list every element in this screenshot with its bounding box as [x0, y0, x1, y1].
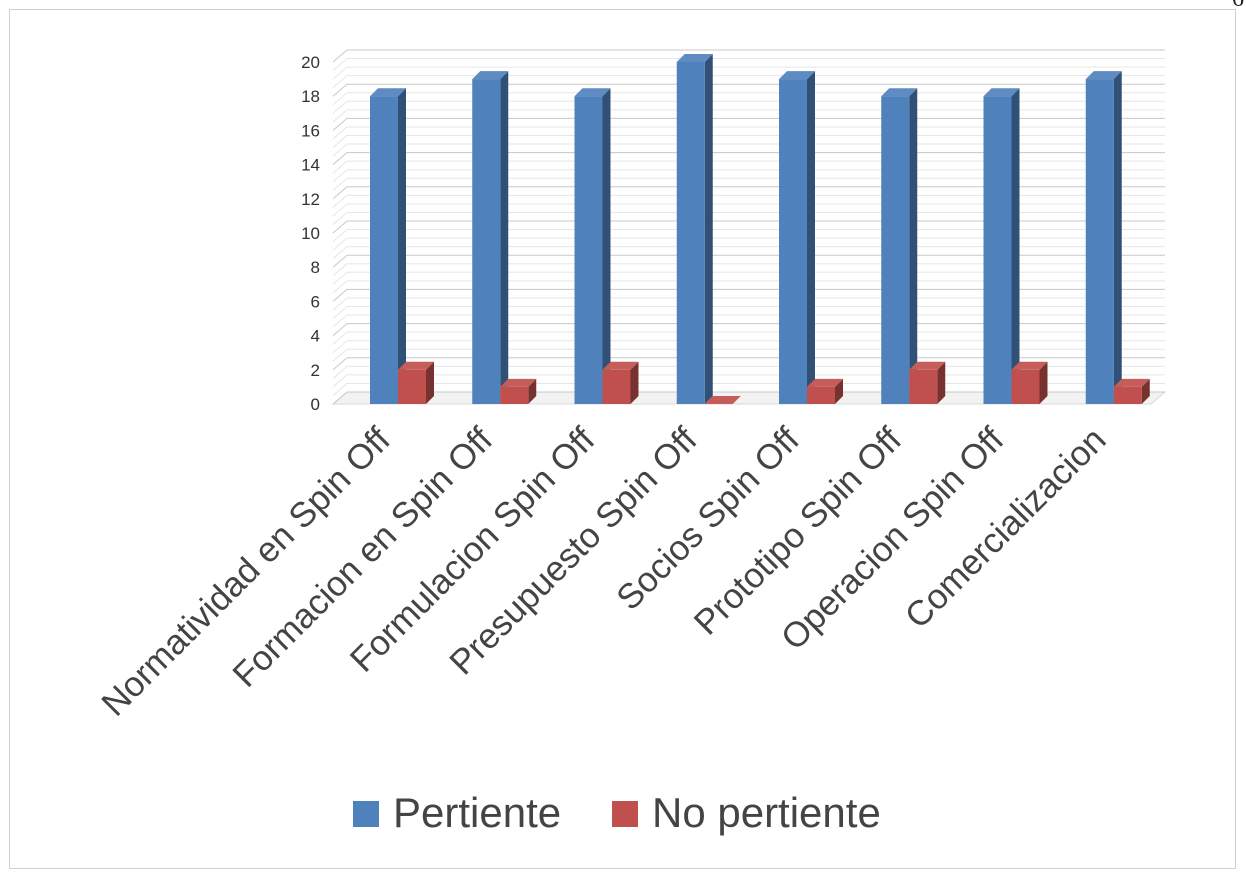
bar-pertiente: [370, 88, 406, 404]
bar-no-pertiente: [500, 378, 537, 404]
x-category-label: Socios Spin Off: [609, 420, 807, 618]
bar-pertiente: [881, 88, 918, 404]
bar-front: [807, 386, 835, 404]
bar-side: [500, 71, 509, 404]
bar-top: [500, 378, 537, 387]
bar-top: [370, 88, 406, 97]
bar-top: [1085, 71, 1122, 80]
bar-pertiente: [1085, 71, 1122, 404]
legend-item: No pertiente: [612, 789, 881, 836]
legend-swatch: [612, 801, 638, 827]
bar-front: [1085, 79, 1114, 404]
y-tick-label: 4: [311, 327, 320, 346]
bar-side: [528, 378, 537, 404]
bar-no-pertiente: [602, 361, 639, 404]
gridline-minor: [332, 75, 1165, 89]
bar-side: [630, 361, 639, 404]
y-axis-ticks: 0 2 4 6 8 10 12 14 16 18 20: [301, 53, 320, 414]
bar-top: [909, 361, 946, 370]
bar-front: [881, 96, 910, 404]
bar-front: [1011, 369, 1040, 404]
bar-front: [574, 96, 603, 404]
bar-no-pertiente: [807, 378, 843, 404]
bar-top: [881, 88, 918, 97]
bar-top: [1113, 378, 1150, 387]
bar-front: [370, 96, 398, 404]
bar-top: [983, 88, 1020, 97]
bar-side: [1039, 361, 1048, 404]
bar-top: [1011, 361, 1048, 370]
bar-side: [1011, 88, 1020, 404]
grid-layer: [331, 49, 1167, 405]
y-tick-label: 10: [301, 224, 320, 243]
bar-no-pertiente: [909, 361, 946, 404]
bar-front: [1113, 386, 1142, 404]
chart-frame: 0 2 4 6 8 10 12 14 16 18 20 Normatividad en Spin O…: [9, 9, 1236, 869]
y-tick-label: 8: [311, 258, 320, 277]
bar-front: [398, 369, 426, 404]
bar-side: [909, 88, 918, 404]
bar-pertiente: [779, 71, 815, 404]
bar-side: [426, 361, 434, 404]
bar-front: [779, 79, 807, 404]
y-tick-label: 0: [311, 395, 320, 414]
bar-front: [602, 369, 631, 404]
y-tick-label: 12: [301, 190, 320, 209]
bar-side: [398, 88, 406, 404]
bar-side: [704, 54, 713, 404]
y-tick-label: 18: [301, 87, 320, 106]
bar-pertiente: [983, 88, 1020, 404]
bar-no-pertiente: [704, 396, 741, 404]
legend: Pertiente No pertiente: [353, 789, 881, 836]
legend-label: Pertiente: [393, 789, 561, 836]
legend-item: Pertiente: [353, 789, 561, 836]
bar-side: [807, 71, 815, 404]
y-tick-label: 2: [311, 361, 320, 380]
bar-top: [472, 71, 509, 80]
bar-side: [1141, 378, 1150, 404]
bar-top: [807, 378, 843, 387]
bar-pertiente: [574, 88, 611, 404]
bar-front: [500, 386, 529, 404]
legend-swatch: [353, 801, 379, 827]
bar-side: [602, 88, 611, 404]
bar-no-pertiente: [1113, 378, 1150, 404]
gridline-minor: [332, 58, 1165, 71]
bars-layer: [370, 54, 1150, 404]
bar-front: [472, 79, 501, 404]
bar-no-pertiente: [1011, 361, 1048, 404]
bar-front: [909, 369, 938, 404]
bar-top: [398, 361, 434, 370]
bar-top: [676, 54, 713, 62]
bar-top: [574, 88, 611, 97]
bar-pertiente: [472, 71, 509, 404]
bar-top: [704, 396, 741, 404]
legend-label: No pertiente: [652, 789, 881, 836]
y-tick-label: 6: [311, 292, 320, 311]
gridline-major: [332, 49, 1165, 63]
y-tick-label: 14: [301, 156, 320, 175]
bar-no-pertiente: [398, 361, 434, 404]
bar-side: [1113, 71, 1122, 404]
gridline-major: [332, 83, 1165, 97]
bar-front: [983, 96, 1012, 404]
chart-svg: 0 2 4 6 8 10 12 14 16 18 20 Normatividad en Spin O…: [94, 49, 1167, 836]
bar-pertiente: [676, 54, 713, 404]
bar-top: [779, 71, 815, 80]
bar-side: [937, 361, 946, 404]
gridline-minor: [332, 66, 1165, 80]
bar-side: [835, 378, 843, 404]
y-tick-label: 16: [301, 121, 320, 140]
bar-front: [676, 62, 705, 404]
y-tick-label: 20: [301, 53, 320, 72]
bar-top: [602, 361, 639, 370]
